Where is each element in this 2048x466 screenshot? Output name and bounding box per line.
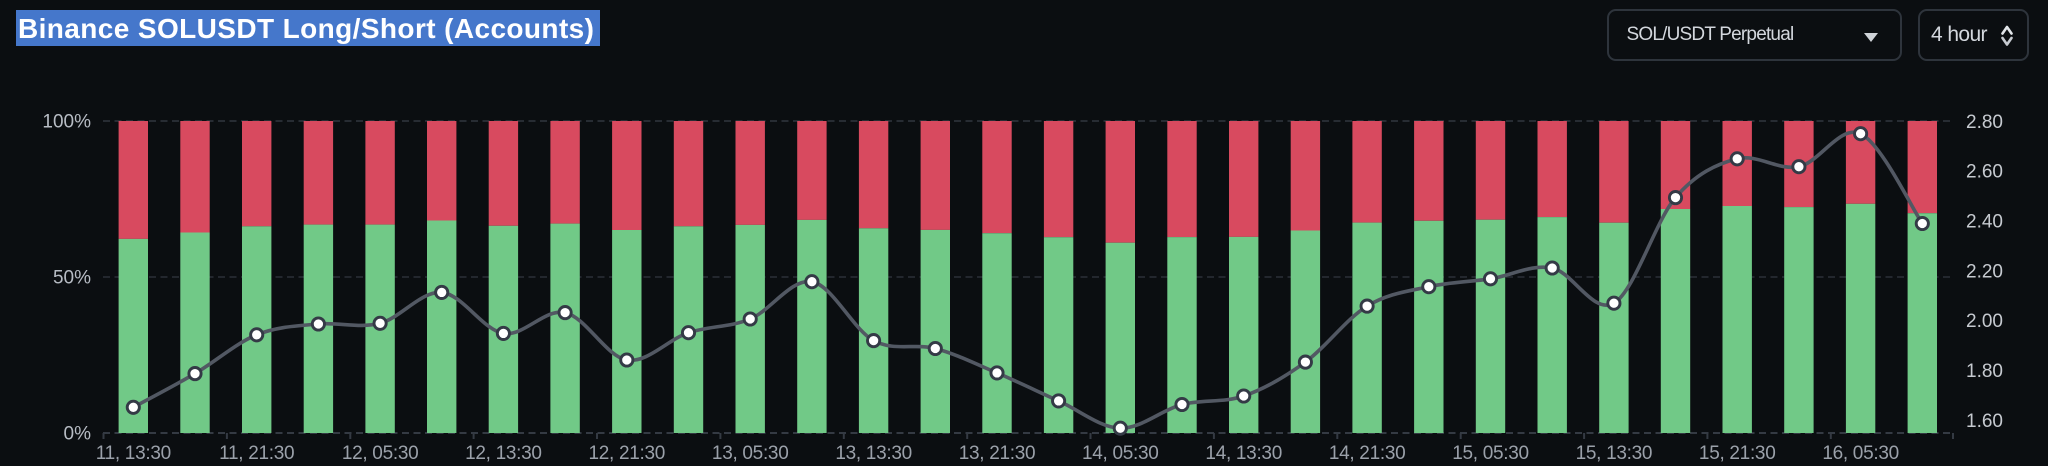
svg-text:2.20: 2.20: [1966, 261, 2003, 282]
svg-text:2.40: 2.40: [1966, 212, 2003, 233]
svg-text:14, 21:30: 14, 21:30: [1329, 443, 1406, 464]
svg-text:14, 13:30: 14, 13:30: [1205, 443, 1282, 464]
svg-text:1.60: 1.60: [1966, 411, 2003, 432]
svg-text:50%: 50%: [53, 268, 91, 289]
svg-text:1.80: 1.80: [1966, 361, 2003, 382]
svg-text:12, 13:30: 12, 13:30: [465, 443, 542, 464]
svg-text:12, 21:30: 12, 21:30: [589, 443, 666, 464]
svg-text:2.00: 2.00: [1966, 311, 2003, 332]
svg-text:13, 21:30: 13, 21:30: [959, 443, 1036, 464]
svg-text:15, 21:30: 15, 21:30: [1699, 443, 1776, 464]
svg-text:13, 13:30: 13, 13:30: [835, 443, 912, 464]
svg-text:0%: 0%: [64, 424, 92, 445]
svg-text:12, 05:30: 12, 05:30: [342, 443, 419, 464]
svg-text:15, 05:30: 15, 05:30: [1452, 443, 1529, 464]
svg-text:2.60: 2.60: [1966, 162, 2003, 183]
svg-text:11, 21:30: 11, 21:30: [219, 443, 294, 464]
svg-text:11, 13:30: 11, 13:30: [96, 443, 171, 464]
svg-text:13, 05:30: 13, 05:30: [712, 443, 789, 464]
svg-text:100%: 100%: [42, 112, 91, 133]
svg-text:2.80: 2.80: [1966, 112, 2003, 133]
svg-text:14, 05:30: 14, 05:30: [1082, 443, 1159, 464]
svg-text:16, 05:30: 16, 05:30: [1822, 443, 1899, 464]
svg-text:15, 13:30: 15, 13:30: [1576, 443, 1653, 464]
